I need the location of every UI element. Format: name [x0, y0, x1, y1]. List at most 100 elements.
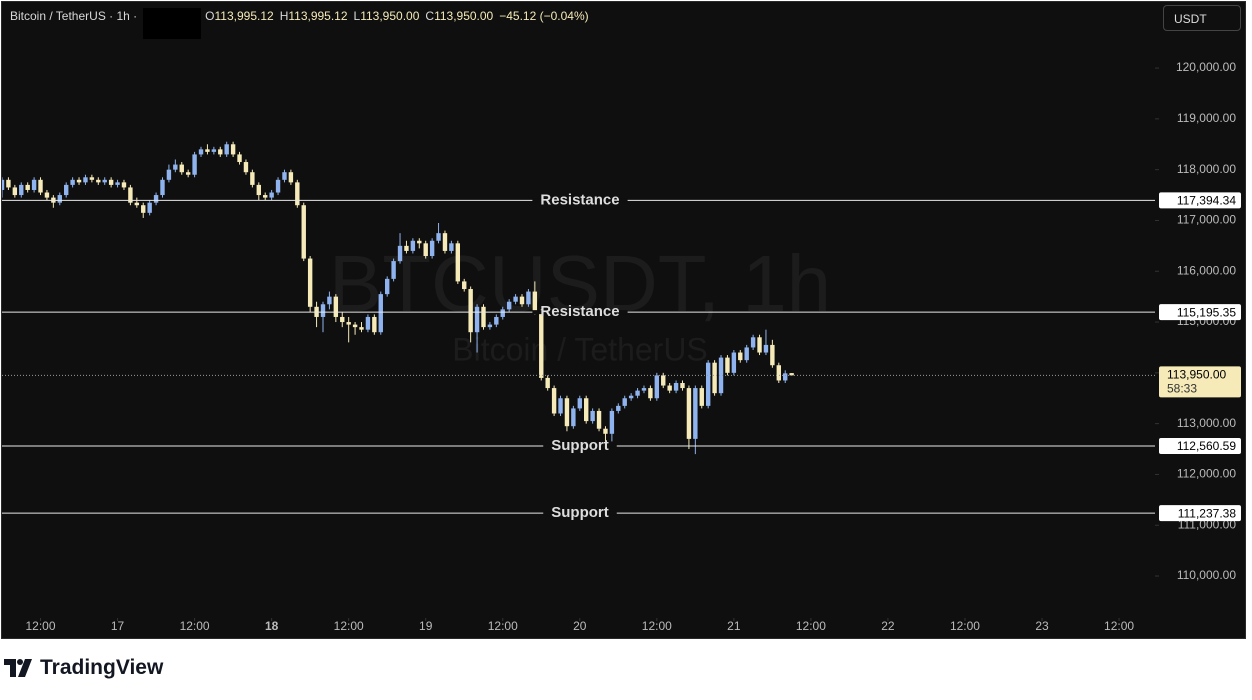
candle-body [789, 373, 794, 376]
candle-body [2, 179, 5, 190]
y-tick-label: 118,000.00 [1177, 162, 1236, 176]
x-tick-label: 23 [1035, 619, 1049, 633]
candle-body [218, 149, 223, 155]
candle-body [429, 240, 435, 257]
candle-body [590, 410, 595, 422]
candle-body [705, 362, 711, 406]
y-tick-label: 112,000.00 [1177, 467, 1236, 481]
candle-body [134, 202, 140, 206]
candle-body [725, 357, 730, 373]
ohlc-key: C [425, 9, 435, 23]
currency-button[interactable]: USDT [1163, 5, 1241, 31]
ohlc-key: L [353, 9, 361, 23]
candle-body [513, 296, 518, 302]
candle-body [31, 179, 37, 190]
candle-body [455, 243, 461, 282]
level-label-bg [543, 443, 617, 448]
candle-body [539, 311, 544, 378]
level-price-label: 115,195.35 [1177, 305, 1236, 319]
candle-body [622, 398, 627, 406]
x-tick-label: 21 [727, 619, 741, 633]
candle-body [673, 383, 679, 391]
candle-body [288, 172, 294, 183]
level-label-bg [532, 198, 628, 203]
candle-body [584, 398, 589, 422]
candle-body [57, 195, 62, 203]
candle-body [397, 245, 403, 262]
x-tick-label: 20 [573, 619, 587, 633]
y-tick-label: 113,000.00 [1177, 416, 1236, 430]
candle-body [237, 154, 242, 163]
axes: 110,000.00111,000.00112,000.00113,000.00… [26, 60, 1241, 633]
candle-body [384, 278, 390, 295]
candle-body [340, 316, 345, 323]
current-price-tag [1159, 366, 1241, 398]
watermark-name: Bitcoin / TetherUS [452, 331, 708, 367]
candle-body [38, 179, 43, 193]
candle-body [648, 388, 653, 399]
candle-body [76, 179, 82, 183]
change: −45.12 (−0.04%) [499, 9, 589, 23]
candle-body [352, 324, 358, 328]
candle-body [160, 179, 165, 196]
candle-body [494, 316, 499, 325]
candle-body [307, 258, 313, 307]
candle-body [468, 289, 473, 333]
candle-body [654, 375, 660, 399]
candle-body [391, 261, 396, 279]
x-tick-label: 12:00 [1104, 619, 1134, 633]
x-tick-label: 17 [111, 619, 125, 633]
candle-body [603, 428, 608, 434]
ohlc: O113,995.12 H113,995.12 L113,950.00 C113,95… [205, 9, 499, 23]
candle-body [333, 296, 339, 317]
candle-body [712, 362, 717, 394]
ohlc-value: 113,995.12 [288, 9, 348, 23]
candle-body [770, 344, 775, 366]
level-price-label: 117,394.34 [1177, 194, 1236, 208]
x-tick-label: 18 [265, 619, 279, 633]
candle-body [442, 233, 448, 251]
candle-body [365, 316, 371, 330]
candle-body [192, 154, 197, 175]
candle-body [481, 306, 486, 328]
candle-body [102, 179, 107, 183]
level-label: Resistance [540, 191, 619, 208]
candle-body [108, 179, 114, 185]
symbol: Bitcoin / TetherUS · 1h · [10, 9, 138, 23]
candle-body [147, 202, 152, 213]
y-tick-label: 120,000.00 [1176, 60, 1236, 74]
x-tick-label: 12:00 [488, 619, 518, 633]
level-label-bg [543, 511, 617, 516]
candle-body [275, 179, 281, 193]
candle-body [628, 395, 634, 399]
candle-body [532, 291, 538, 312]
countdown: 58:33 [1167, 382, 1197, 396]
candle-body [641, 388, 647, 391]
candle-body [250, 172, 255, 185]
candle-body [282, 172, 287, 180]
x-tick-label: 12:00 [796, 619, 826, 633]
candle-body [616, 405, 621, 411]
level-price-tag [1159, 192, 1241, 209]
candle-body [378, 294, 383, 333]
candle-body [63, 184, 69, 196]
candle-body [198, 149, 204, 155]
ohlc-value: 113,995.12 [214, 9, 274, 23]
candle-body [693, 388, 698, 439]
candle-body [346, 322, 351, 325]
candle-body [635, 390, 640, 396]
candle-body [462, 281, 467, 290]
level-label-bg [532, 310, 628, 315]
candle-body [89, 177, 95, 180]
candle-body [731, 352, 737, 373]
candle-body [519, 296, 525, 305]
candle-body [372, 316, 377, 333]
candle-body [410, 240, 416, 251]
candle-body [744, 347, 749, 361]
candle-body [474, 306, 480, 333]
candle-body [301, 205, 306, 259]
candle-body [327, 296, 332, 305]
candle-body [269, 192, 274, 198]
candle-body [417, 240, 422, 244]
x-tick-label: 12:00 [642, 619, 672, 633]
